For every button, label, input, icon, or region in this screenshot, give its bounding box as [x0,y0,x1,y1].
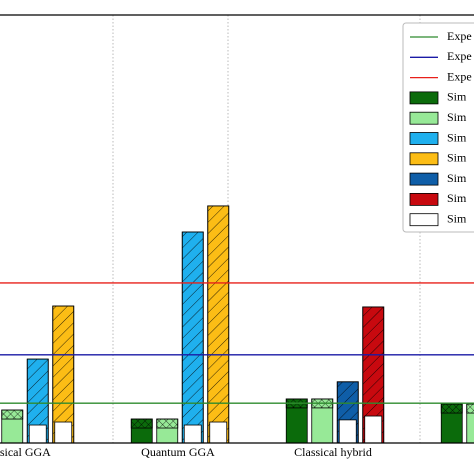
bar-hatch [440,403,463,414]
legend-patch [409,152,439,166]
bar-hatch [1,409,24,420]
legend-patch [409,91,439,105]
reference-lines [0,282,474,404]
legend-patch [409,132,439,145]
bar [209,421,228,444]
legend-label: Sim [447,171,467,185]
legend-label: Expe [447,29,472,43]
bar [183,424,202,444]
legend-patch [409,192,439,206]
bar [338,419,357,444]
legend-label: Sim [447,110,467,124]
bar [54,421,73,444]
legend-label: Sim [447,90,467,104]
x-tick-label: Quantum GGA [141,445,215,459]
bar-hatch [466,403,474,414]
bar [364,415,383,444]
bar [466,403,474,444]
bar [28,424,47,444]
legend-label: Sim [447,151,467,165]
legend-patch [409,213,439,227]
legend-label: Sim [447,191,467,205]
legend-label: Expe [447,69,472,83]
legend-label: Sim [447,130,467,144]
legend-label: Sim [447,211,467,225]
x-tick-label: Classical hybrid [294,445,372,459]
legend-patch [409,172,439,186]
legend-label: Expe [447,49,472,63]
bar-hatch [181,231,204,444]
bars [1,205,474,444]
bar-hatch [130,418,153,429]
bar-hatch [207,205,230,444]
x-tick-label: ssical GGA [0,445,51,459]
legend: Expe Expe Expe Sim Sim Sim Sim Sim Sim Sim [402,22,474,233]
legend-patch [409,111,439,125]
bar-hatch [156,418,179,429]
